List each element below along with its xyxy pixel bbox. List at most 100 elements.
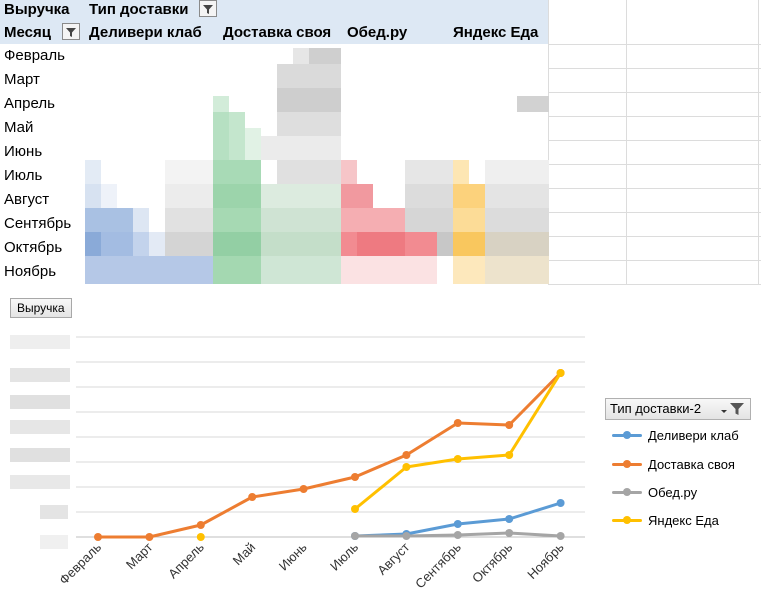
value-cell <box>165 232 213 256</box>
data-point[interactable] <box>453 455 462 463</box>
data-point[interactable] <box>556 499 565 507</box>
data-point[interactable] <box>145 533 154 541</box>
value-cell <box>213 184 261 208</box>
value-cell <box>437 232 453 256</box>
row-field-label: Месяц <box>4 24 51 41</box>
data-point[interactable] <box>505 421 514 429</box>
y-axis-tick-label <box>40 505 68 519</box>
row-gridline <box>548 236 761 237</box>
legend-item[interactable]: Обед.ру <box>612 482 697 502</box>
data-point[interactable] <box>505 529 514 537</box>
row-gridline <box>548 140 761 141</box>
value-cell <box>517 96 549 112</box>
value-cell <box>485 184 549 208</box>
data-point[interactable] <box>402 463 411 471</box>
value-cell <box>101 232 133 256</box>
data-point[interactable] <box>556 369 565 377</box>
value-cell <box>213 112 229 160</box>
data-point[interactable] <box>94 533 102 541</box>
value-cell <box>277 64 341 88</box>
data-point[interactable] <box>453 531 462 539</box>
column-gridline <box>626 0 627 284</box>
column-gridline <box>548 0 549 284</box>
data-point[interactable] <box>299 485 308 493</box>
row-label: Сентябрь <box>4 215 72 232</box>
row-gridline <box>548 68 761 69</box>
row-label: Февраль <box>4 47 65 64</box>
value-cell <box>85 160 101 184</box>
legend-marker <box>612 428 642 442</box>
value-field-label: Выручка <box>4 1 70 18</box>
data-point[interactable] <box>505 515 514 523</box>
data-point[interactable] <box>248 493 257 501</box>
data-point[interactable] <box>453 520 462 528</box>
x-tick-label: Июль <box>327 539 361 573</box>
data-point[interactable] <box>453 419 462 427</box>
value-cell <box>261 256 341 284</box>
data-point[interactable] <box>556 532 565 540</box>
value-cell <box>85 256 213 284</box>
column-filter-button[interactable] <box>199 0 217 17</box>
data-point[interactable] <box>351 532 359 540</box>
filter-icon <box>202 3 214 15</box>
value-cell <box>133 208 149 232</box>
value-cell <box>357 232 405 256</box>
legend-filter-button[interactable]: Тип доставки-2 <box>605 398 751 420</box>
data-point[interactable] <box>196 521 205 529</box>
value-cell <box>485 256 549 284</box>
data-point[interactable] <box>196 533 205 541</box>
legend-label: Доставка своя <box>648 456 735 472</box>
x-tick-label: Ноябрь <box>524 539 567 582</box>
value-cell <box>485 232 549 256</box>
column-header: Яндекс Еда <box>453 24 539 41</box>
value-cell <box>149 232 165 256</box>
data-point[interactable] <box>351 505 359 513</box>
x-tick-label: Апрель <box>165 539 207 581</box>
value-cell <box>165 160 213 184</box>
row-label: Июль <box>4 167 43 184</box>
value-cell <box>245 128 261 160</box>
value-cell <box>213 232 261 256</box>
value-cell <box>85 184 101 208</box>
value-cell <box>213 256 261 284</box>
legend-marker <box>612 513 642 527</box>
value-cell <box>261 184 341 208</box>
y-axis-tick-label <box>10 448 70 462</box>
value-cell <box>213 160 261 184</box>
x-tick-label: Май <box>230 540 259 569</box>
legend-item[interactable]: Яндекс Еда <box>612 510 719 530</box>
pivot-chart[interactable] <box>0 288 761 606</box>
column-header: Доставка своя <box>223 24 332 41</box>
x-tick-label: Сентябрь <box>412 539 464 591</box>
data-point[interactable] <box>351 473 359 481</box>
value-cell <box>277 88 341 112</box>
legend-item[interactable]: Деливери клаб <box>612 425 739 445</box>
y-axis-tick-label <box>10 420 70 434</box>
value-cell <box>165 184 213 208</box>
series-line[interactable] <box>353 371 563 511</box>
legend-marker <box>612 485 642 499</box>
row-filter-button[interactable] <box>62 23 80 40</box>
value-field-button[interactable]: Выручка <box>10 298 72 318</box>
value-cell <box>213 208 261 232</box>
row-gridline <box>548 44 761 45</box>
value-cell <box>453 160 469 184</box>
row-label: Октябрь <box>4 239 63 256</box>
row-gridline <box>548 116 761 117</box>
filter-dropdown-icon <box>720 402 746 422</box>
value-cell <box>261 136 341 160</box>
legend-label: Обед.ру <box>648 484 698 500</box>
pivot-sheet: Выручка Тип доставки Месяц Деливери клаб… <box>0 0 761 285</box>
value-cell <box>165 208 213 232</box>
legend-item[interactable]: Доставка своя <box>612 454 735 474</box>
value-cell <box>341 184 373 208</box>
row-gridline <box>548 260 761 261</box>
value-cell <box>405 160 453 184</box>
value-cell <box>341 256 437 284</box>
row-gridline <box>548 92 761 93</box>
series-line[interactable] <box>96 371 563 539</box>
data-point[interactable] <box>402 532 411 540</box>
data-point[interactable] <box>505 451 514 459</box>
data-point[interactable] <box>402 451 411 459</box>
